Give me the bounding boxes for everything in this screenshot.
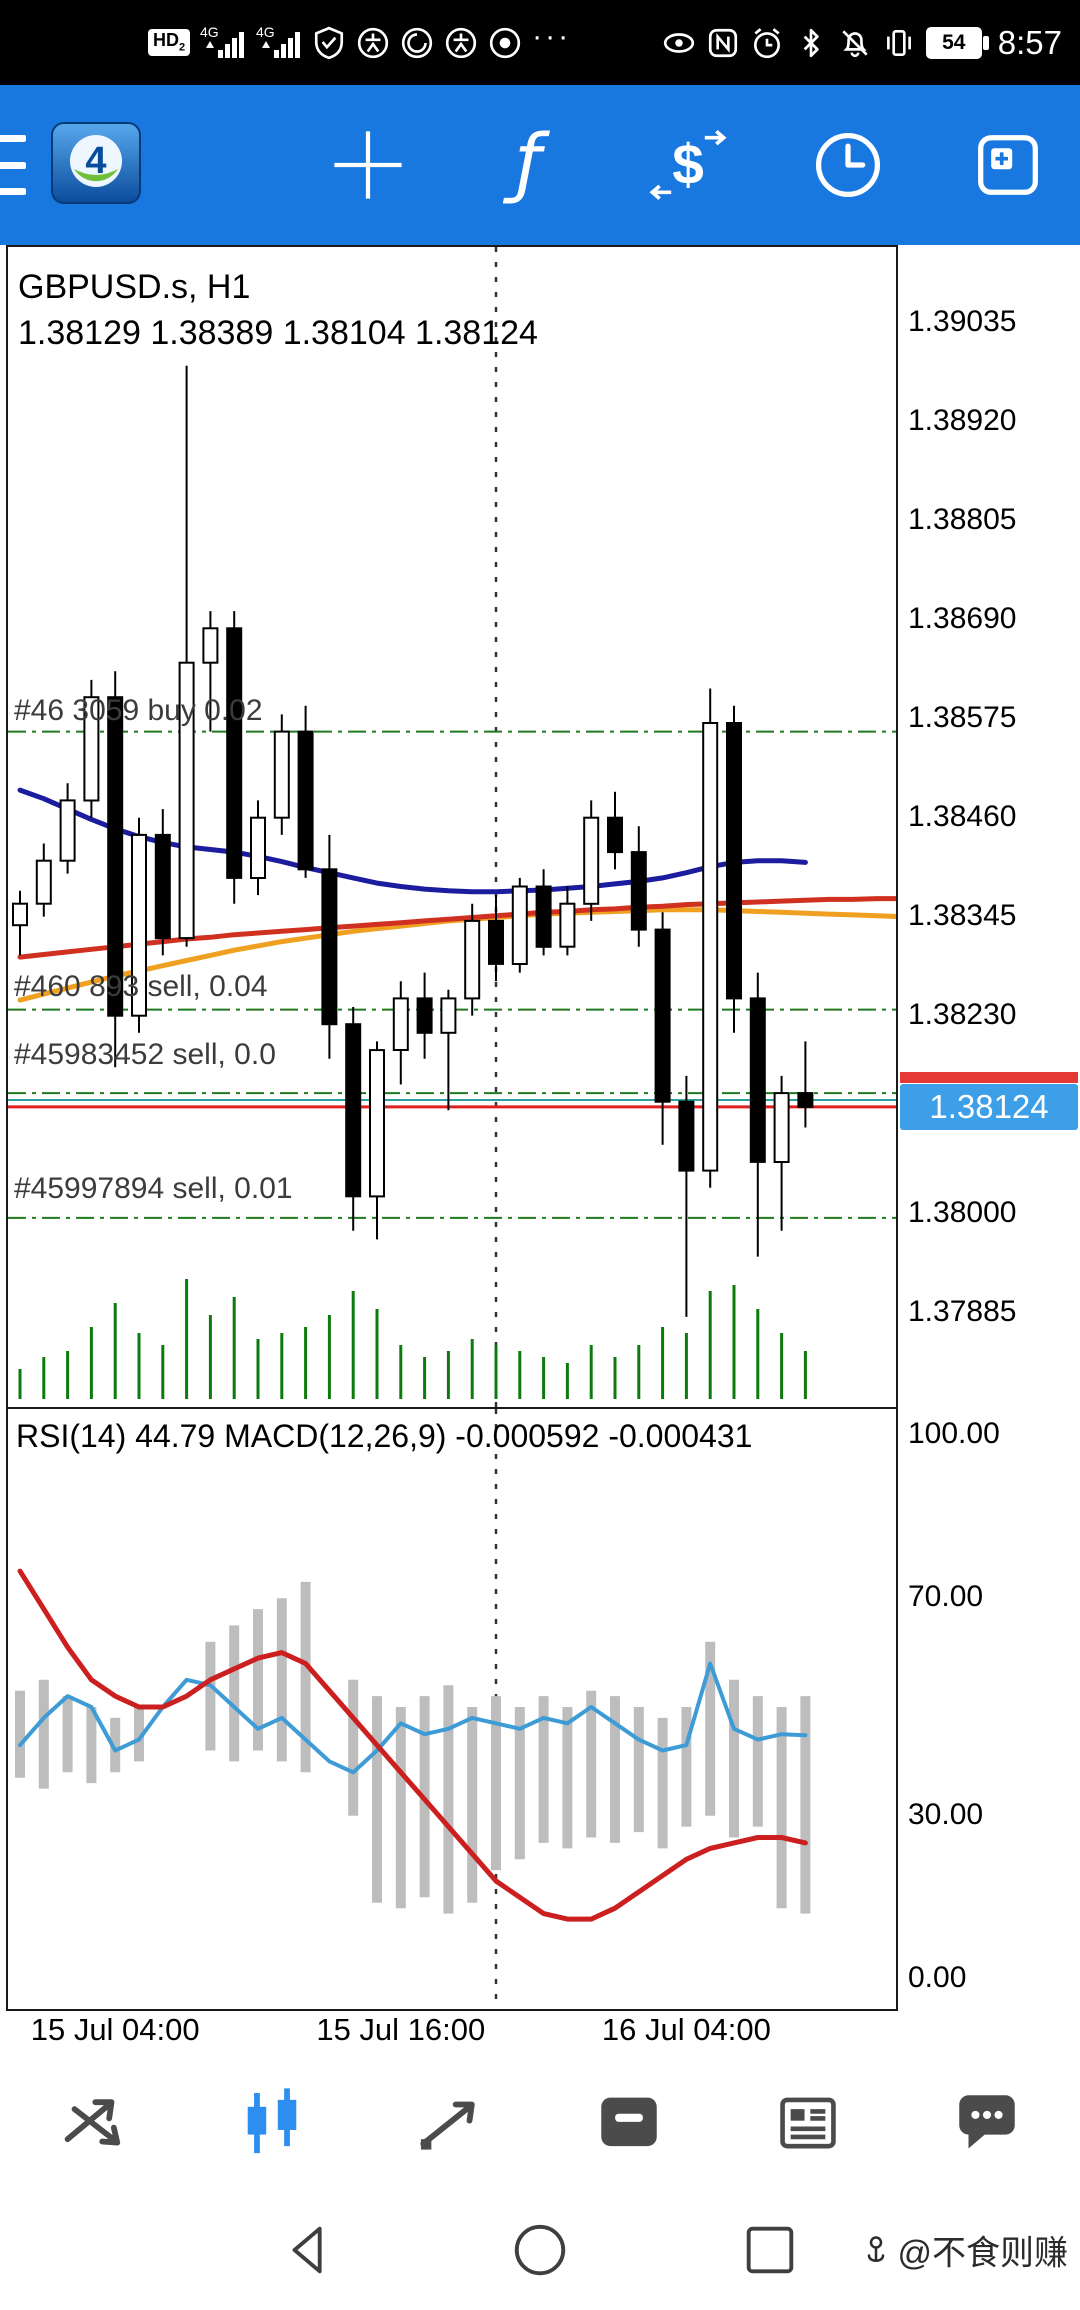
time-axis-label: 15 Jul 04:00 bbox=[30, 2012, 200, 2047]
svg-text:4G: 4G bbox=[200, 24, 219, 40]
home-button[interactable] bbox=[509, 2219, 571, 2281]
chat-icon bbox=[959, 2095, 1015, 2149]
price-axis-label: 1.38000 bbox=[908, 1195, 1017, 1229]
price-chart[interactable] bbox=[8, 247, 896, 1409]
alarm-clock-icon bbox=[753, 27, 780, 58]
indicator-header: RSI(14) 44.79 MACD(12,26,9) -0.000592 -0… bbox=[16, 1418, 753, 1454]
signal-4g-icon-1: 4G bbox=[200, 24, 245, 58]
signal-4g-icon-2: 4G bbox=[256, 24, 301, 58]
price-axis-label: 1.38805 bbox=[908, 502, 1017, 536]
chart-type-candles-button[interactable] bbox=[235, 2086, 309, 2160]
bottom-toolbar bbox=[0, 2056, 1080, 2190]
indicator-axis-label: 100.00 bbox=[908, 1417, 1000, 1451]
eye-comfort-icon bbox=[663, 32, 694, 53]
history-button[interactable] bbox=[806, 123, 890, 207]
watermark-text: @不食则赚 bbox=[897, 2234, 1068, 2273]
price-axis-label: 1.38690 bbox=[908, 601, 1017, 635]
watermark: @不食则赚 bbox=[861, 2226, 1068, 2275]
clock-icon bbox=[815, 132, 881, 198]
price-axis-label: 1.38575 bbox=[908, 700, 1017, 734]
current-price-chip: 1.38124 bbox=[900, 1083, 1078, 1130]
tray-icon bbox=[601, 2097, 658, 2147]
trendline-icon bbox=[419, 2101, 475, 2150]
nfc-icon bbox=[708, 28, 737, 57]
trade-arrows-button[interactable] bbox=[56, 2086, 130, 2160]
price-axis-label: 1.39035 bbox=[908, 304, 1017, 338]
trade-tray-button[interactable] bbox=[592, 2086, 666, 2160]
price-axis-label: 1.38230 bbox=[908, 997, 1017, 1031]
indicators-button[interactable]: ƒ bbox=[486, 123, 570, 207]
function-f-icon: ƒ bbox=[503, 123, 551, 206]
price-axis-label: 1.38345 bbox=[908, 898, 1017, 932]
dollar-trade-icon: $ bbox=[649, 130, 727, 200]
svg-text:$: $ bbox=[672, 134, 704, 197]
svg-text:4G: 4G bbox=[256, 24, 275, 40]
status-time: 8:57 bbox=[997, 23, 1062, 61]
status-bar: HD2 4G 4G bbox=[0, 0, 1080, 85]
battery-icon: 54 bbox=[925, 26, 989, 59]
price-axis-label: 1.38460 bbox=[908, 799, 1017, 833]
journal-icon bbox=[780, 2097, 836, 2149]
svg-text:4: 4 bbox=[85, 140, 106, 182]
vibrate-icon bbox=[886, 29, 911, 56]
indicator-panel[interactable] bbox=[8, 1409, 896, 2005]
recents-button[interactable] bbox=[739, 2219, 801, 2281]
indicator-axis-label: 70.00 bbox=[908, 1580, 984, 1614]
mute-bell-icon bbox=[842, 29, 868, 57]
svg-text:ƒ: ƒ bbox=[503, 123, 551, 206]
symbol-period-label: GBPUSD.s, H1 bbox=[18, 268, 251, 306]
chart-area[interactable] bbox=[6, 245, 898, 2011]
ohlc-values: 1.38129 1.38389 1.38104 1.38124 bbox=[18, 314, 538, 352]
objects-trendline-button[interactable] bbox=[414, 2086, 488, 2160]
mt4-logo-icon: 4 bbox=[51, 121, 141, 204]
indicator-axis-label: 30.00 bbox=[908, 1797, 984, 1831]
back-button[interactable] bbox=[279, 2219, 341, 2281]
app-circle-icon-2 bbox=[401, 27, 433, 58]
menu-icon[interactable] bbox=[0, 129, 32, 201]
bluetooth-icon bbox=[803, 28, 819, 57]
chat-button[interactable] bbox=[950, 2086, 1024, 2160]
trade-button[interactable]: $ bbox=[646, 123, 730, 207]
indicator-axis-label: 0.00 bbox=[908, 1960, 967, 1994]
new-chart-button[interactable] bbox=[966, 123, 1050, 207]
android-nav-bar: @不食则赚 bbox=[0, 2190, 1080, 2310]
crosshair-button[interactable] bbox=[326, 123, 410, 207]
app-circle-icon-1 bbox=[357, 27, 389, 58]
app-circle-icon-4 bbox=[489, 27, 521, 58]
trade-arrows-icon bbox=[64, 2099, 121, 2146]
price-axis-label: 1.38920 bbox=[908, 403, 1017, 437]
time-axis-label: 15 Jul 16:00 bbox=[316, 2012, 486, 2047]
price-axis-label: 1.37885 bbox=[908, 1294, 1017, 1328]
ask-price-marker bbox=[900, 1071, 1078, 1083]
shield-check-icon bbox=[315, 26, 344, 59]
top-toolbar: 4 ƒ $ bbox=[0, 85, 1080, 245]
time-axis-label: 16 Jul 04:00 bbox=[601, 2012, 771, 2047]
crosshair-icon bbox=[334, 131, 402, 199]
app-circle-icon-3 bbox=[445, 27, 477, 58]
news-journal-button[interactable] bbox=[771, 2086, 845, 2160]
candlestick-icon bbox=[247, 2088, 297, 2154]
new-chart-icon bbox=[978, 135, 1038, 195]
battery-percent: 54 bbox=[942, 30, 966, 54]
hd-voice-icon: HD2 bbox=[148, 29, 191, 56]
mt4-logo[interactable]: 4 bbox=[50, 117, 142, 214]
gesture-icon bbox=[868, 2235, 885, 2262]
